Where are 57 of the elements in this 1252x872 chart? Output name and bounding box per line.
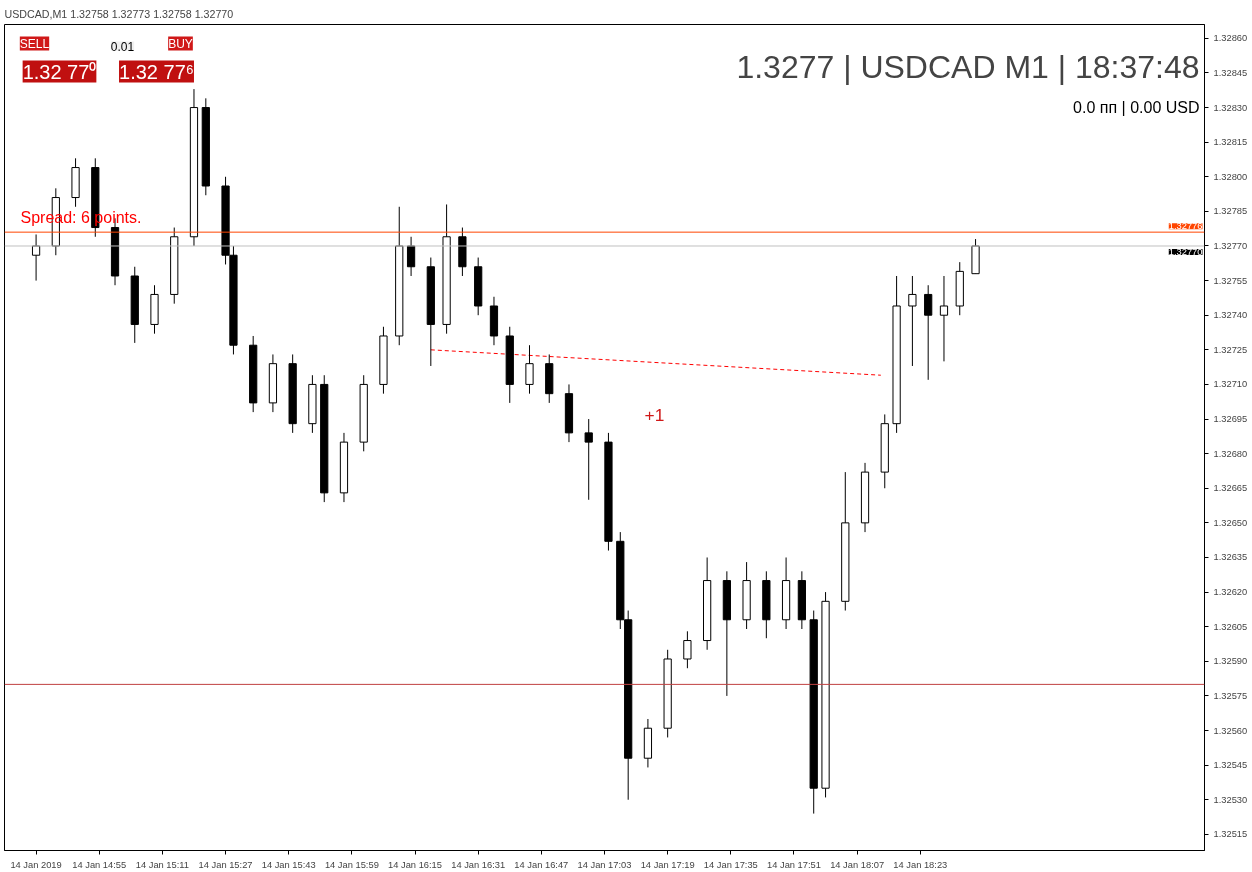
y-tick-label: 1.32755: [1213, 275, 1248, 286]
x-tick-label: 14 Jan 17:19: [640, 859, 695, 870]
x-tick-label: 14 Jan 15:43: [261, 859, 316, 870]
x-tick-label: 14 Jan 2019: [10, 859, 62, 870]
y-tick-label: 1.32515: [1213, 829, 1248, 840]
y-tick-label: 1.32665: [1213, 483, 1248, 494]
candlestick: [683, 630, 692, 669]
y-tick-label: 1.32575: [1213, 690, 1248, 701]
y-tick-label: 1.32710: [1213, 379, 1248, 390]
x-tick-label: 14 Jan 18:23: [893, 859, 948, 870]
chart-title: USDCAD,M1 1.32758 1.32773 1.32758 1.32770: [4, 7, 234, 20]
y-tick-label: 1.32725: [1213, 344, 1248, 355]
x-tick-label: 14 Jan 18:07: [830, 859, 885, 870]
x-tick-label: 14 Jan 16:15: [388, 859, 443, 870]
y-tick-label: 1.32830: [1213, 102, 1248, 113]
annotation: 1.32 77⁶: [119, 60, 194, 83]
y-tick-label: 1.32620: [1213, 587, 1248, 598]
y-tick-label: 1.32635: [1213, 552, 1248, 563]
y-tick-label: 1.32605: [1213, 621, 1248, 632]
x-tick-label: 14 Jan 15:59: [324, 859, 379, 870]
y-tick-label: 1.32815: [1213, 137, 1248, 148]
y-tick-label: 1.32545: [1213, 760, 1248, 771]
text: 1.3277 | USDCAD M1 | 18:37:48: [736, 48, 1200, 85]
y-tick-label: 1.32650: [1213, 517, 1248, 528]
x-tick-label: 14 Jan 16:47: [514, 859, 569, 870]
y-tick-label: 1.32680: [1213, 448, 1248, 459]
y-tick-label: 1.32590: [1213, 656, 1248, 667]
x-tick-label: 14 Jan 17:51: [767, 859, 821, 870]
ref-line-label: 1.32776: [1168, 221, 1203, 232]
y-tick-label: 1.32695: [1213, 414, 1248, 425]
annotation: +1: [644, 404, 665, 425]
x-tick-label: 14 Jan 16:31: [451, 859, 506, 870]
y-tick-label: 1.32770: [1213, 241, 1248, 251]
x-tick-label: 14 Jan 14:55: [72, 859, 127, 870]
y-tick-label: 1.32740: [1213, 310, 1248, 321]
y-tick-label: 1.32785: [1213, 206, 1248, 217]
x-tick-label: 14 Jan 15:11: [135, 859, 190, 870]
ref-line-label: 1.32770: [1168, 247, 1203, 257]
candlestick: [584, 418, 593, 501]
annotation: BUY: [168, 36, 193, 51]
y-tick-label: 1.32845: [1213, 67, 1248, 78]
candlestick: [939, 275, 949, 362]
candlestick: [908, 275, 917, 367]
annotation: 1.32 77⁰: [22, 60, 97, 83]
x-tick-label: 14 Jan 15:27: [198, 859, 253, 870]
annotation: 0.0 пп | 0.00 USD: [1073, 98, 1200, 116]
candlestick: [406, 236, 416, 277]
annotation: SELL: [19, 36, 50, 51]
candlestick: [525, 344, 534, 395]
y-tick-label: 1.32560: [1213, 725, 1248, 736]
x-tick-label: 14 Jan 17:35: [703, 859, 758, 870]
annotation: 0.01: [110, 39, 135, 54]
y-tick-label: 1.32800: [1213, 171, 1248, 182]
x-tick-label: 14 Jan 17:03: [577, 859, 632, 870]
y-tick-label: 1.32860: [1213, 33, 1248, 44]
candlestick: [924, 284, 933, 381]
y-tick-label: 1.32530: [1213, 794, 1248, 805]
